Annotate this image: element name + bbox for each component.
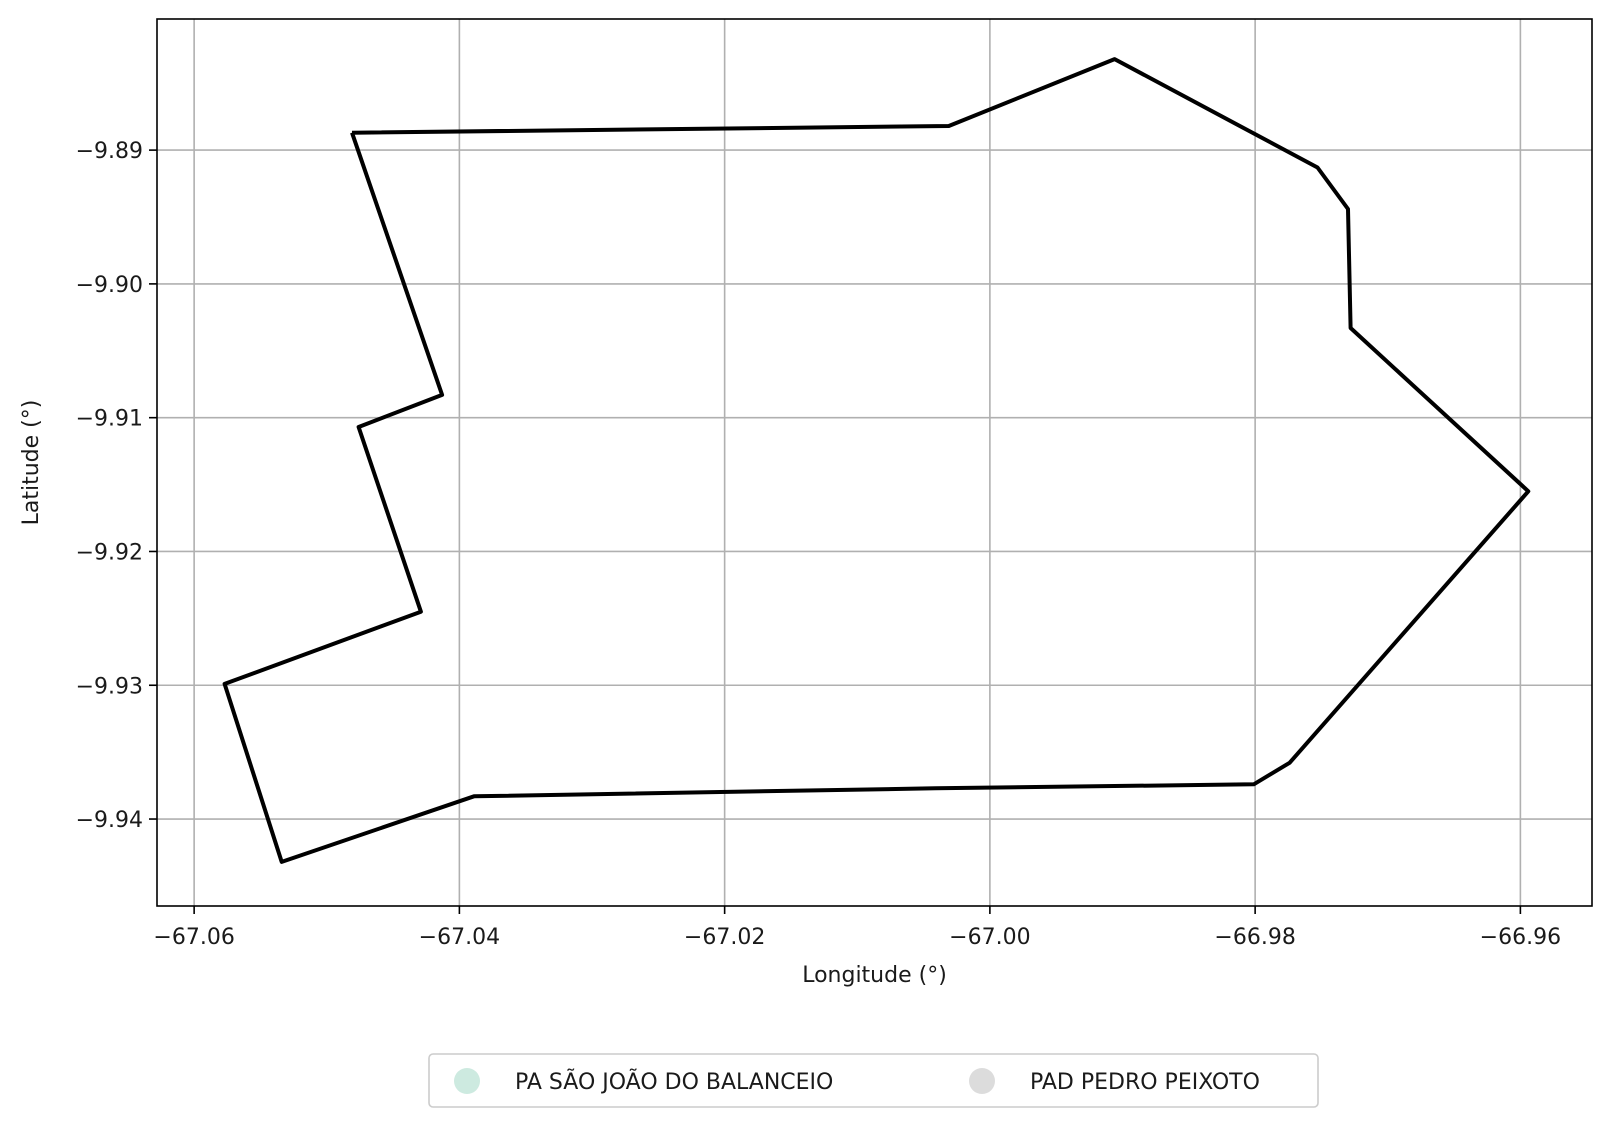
legend-box [428,1053,1319,1108]
x-tick-label: −67.00 [949,925,1030,950]
legend-marker-pad-pedro-peixoto [969,1068,995,1094]
x-tick-label: −67.04 [419,925,500,950]
legend: PA SÃO JOÃO DO BALANCEIO PAD PEDRO PEIXO… [428,1053,1319,1108]
y-tick-label: −9.92 [76,540,143,565]
x-axis-ticks: −67.06 −67.04 −67.02 −67.00 −66.98 −66.96 [153,906,1561,950]
y-tick-label: −9.94 [76,808,143,833]
boundary-layer [222,57,1531,864]
y-tick-label: −9.89 [76,139,143,164]
boundary-line [222,57,1531,864]
plot-frame [156,18,1593,907]
y-axis-label: Latitude (°) [19,400,44,526]
x-tick-label: −67.06 [153,925,234,950]
x-tick-label: −66.98 [1214,925,1295,950]
y-tick-label: −9.93 [76,674,143,699]
x-tick-label: −66.96 [1480,925,1561,950]
x-tick-label: −67.02 [684,925,765,950]
legend-label-pad-pedro-peixoto: PAD PEDRO PEIXOTO [1030,1070,1260,1095]
legend-marker-pa-sao-joao-do-balanceio [454,1068,480,1094]
legend-label-pa-sao-joao-do-balanceio: PA SÃO JOÃO DO BALANCEIO [515,1068,833,1095]
x-axis-label: Longitude (°) [802,963,947,988]
y-axis-ticks: −9.89 −9.90 −9.91 −9.92 −9.93 −9.94 [76,139,157,833]
y-tick-label: −9.91 [76,407,143,432]
y-tick-label: −9.90 [76,273,143,298]
grid-lines [157,19,1592,906]
